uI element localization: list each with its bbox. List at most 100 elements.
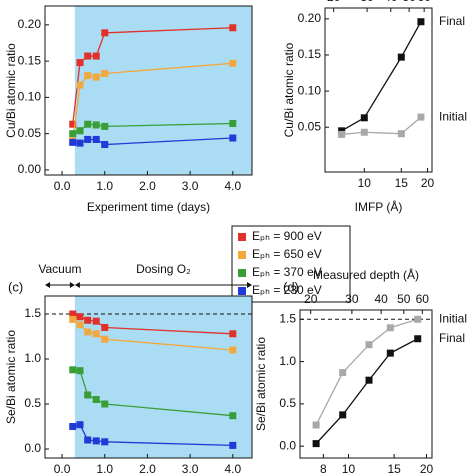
shaded-region bbox=[74, 296, 253, 458]
x-axis-label: Experiment time (days) bbox=[87, 200, 210, 214]
x2-axis-label: Measured depth (Å) bbox=[313, 267, 419, 282]
y-tick-label: 0.15 bbox=[298, 47, 322, 61]
x-tick-label: 2.0 bbox=[139, 462, 156, 474]
y-tick-label: 0.5 bbox=[279, 396, 296, 410]
marker bbox=[76, 59, 84, 67]
marker bbox=[84, 328, 92, 336]
marker bbox=[76, 367, 84, 375]
legend-swatch bbox=[238, 269, 246, 277]
marker bbox=[76, 127, 84, 135]
y-tick-label: 0.10 bbox=[18, 90, 42, 104]
x-tick-label: 1.0 bbox=[96, 462, 113, 474]
series-line bbox=[341, 116, 422, 136]
marker bbox=[84, 316, 92, 324]
x2-tick-label: 40 bbox=[374, 292, 388, 306]
x-tick-label: 4.0 bbox=[224, 179, 241, 193]
marker bbox=[338, 127, 346, 135]
marker bbox=[92, 121, 100, 129]
plot-frame bbox=[299, 309, 433, 459]
marker bbox=[84, 120, 92, 128]
marker bbox=[84, 135, 92, 143]
x-tick-label: 15 bbox=[387, 462, 401, 474]
marker bbox=[229, 412, 237, 420]
marker bbox=[417, 18, 425, 26]
x-tick-label: 3.0 bbox=[182, 462, 199, 474]
marker bbox=[397, 130, 405, 138]
y-tick-label: 0.20 bbox=[298, 11, 322, 25]
plot-frame bbox=[44, 295, 253, 459]
y-tick-label: 0.20 bbox=[18, 17, 42, 31]
x-tick-label: 2.0 bbox=[139, 179, 156, 193]
marker bbox=[101, 141, 109, 149]
legend-swatch bbox=[238, 233, 246, 241]
marker bbox=[229, 59, 237, 67]
marker bbox=[339, 369, 347, 377]
x-tick-label: 10 bbox=[358, 176, 372, 190]
legend-swatch bbox=[238, 251, 246, 259]
marker bbox=[101, 438, 109, 446]
marker bbox=[229, 330, 237, 338]
x-tick-label: 8 bbox=[320, 462, 327, 474]
marker bbox=[397, 53, 405, 61]
marker bbox=[386, 349, 394, 357]
x2-tick-label: 50 bbox=[402, 0, 416, 4]
series-line bbox=[72, 62, 233, 141]
x-tick-label: 1.0 bbox=[96, 179, 113, 193]
marker bbox=[339, 411, 347, 419]
marker bbox=[69, 423, 77, 430]
marker bbox=[69, 130, 77, 138]
x-tick-label: 10 bbox=[342, 462, 356, 474]
legend-label: Eₚₕ = 650 eV bbox=[252, 247, 322, 261]
marker bbox=[338, 130, 346, 138]
y-tick-label: 1.5 bbox=[24, 306, 41, 320]
marker bbox=[84, 436, 92, 444]
x-tick-label: 15 bbox=[395, 176, 409, 190]
marker bbox=[76, 321, 84, 329]
legend-label: Eₚₕ = 900 eV bbox=[252, 229, 322, 243]
series-label: Initial bbox=[439, 311, 467, 325]
marker bbox=[76, 81, 84, 89]
marker bbox=[417, 113, 425, 121]
series-line bbox=[341, 21, 422, 132]
marker bbox=[101, 122, 109, 130]
series-line bbox=[315, 318, 418, 426]
x-tick-label: 3.0 bbox=[182, 179, 199, 193]
y-tick-label: 1.0 bbox=[279, 354, 296, 368]
marker bbox=[414, 315, 422, 323]
x2-tick-label: 40 bbox=[384, 0, 398, 4]
y-axis-label: Se/Bi atomic ratio bbox=[254, 337, 268, 431]
x-tick-label: 4.0 bbox=[224, 462, 241, 474]
x2-tick-label: 20 bbox=[304, 292, 318, 306]
marker bbox=[229, 24, 237, 32]
marker bbox=[92, 317, 100, 325]
marker bbox=[84, 72, 92, 80]
legend-swatch bbox=[238, 287, 246, 295]
y-axis-label: Se/Bi atomic ratio bbox=[4, 330, 18, 424]
marker bbox=[101, 400, 109, 408]
marker bbox=[229, 346, 237, 354]
y-axis-label: Cu/Bi atomic ratio bbox=[4, 43, 18, 138]
marker bbox=[69, 138, 77, 146]
marker bbox=[365, 376, 373, 384]
x2-tick-label: 30 bbox=[345, 292, 359, 306]
y-tick-label: 0.0 bbox=[279, 438, 296, 452]
y-tick-label: 0.05 bbox=[18, 126, 42, 140]
y-axis-label: Cu/Bi atomic ratio bbox=[282, 42, 296, 137]
x2-tick-label: 60 bbox=[417, 0, 431, 4]
marker bbox=[69, 310, 77, 318]
marker bbox=[101, 69, 109, 77]
annotation: Dosing O₂ bbox=[136, 262, 191, 276]
marker bbox=[92, 437, 100, 445]
y-tick-label: 0.0 bbox=[24, 441, 41, 455]
legend-label: Eₚₕ = 230 eV bbox=[252, 283, 322, 297]
x-tick-label: 20 bbox=[421, 176, 435, 190]
x-tick-label: 0.0 bbox=[54, 462, 71, 474]
marker bbox=[414, 335, 422, 343]
x-axis-label: IMFP (Å) bbox=[355, 199, 403, 214]
marker bbox=[360, 114, 368, 122]
marker bbox=[360, 128, 368, 136]
panel-label: (d) bbox=[283, 279, 299, 294]
y-tick-label: 1.0 bbox=[24, 351, 41, 365]
y-tick-label: 1.5 bbox=[279, 311, 296, 325]
